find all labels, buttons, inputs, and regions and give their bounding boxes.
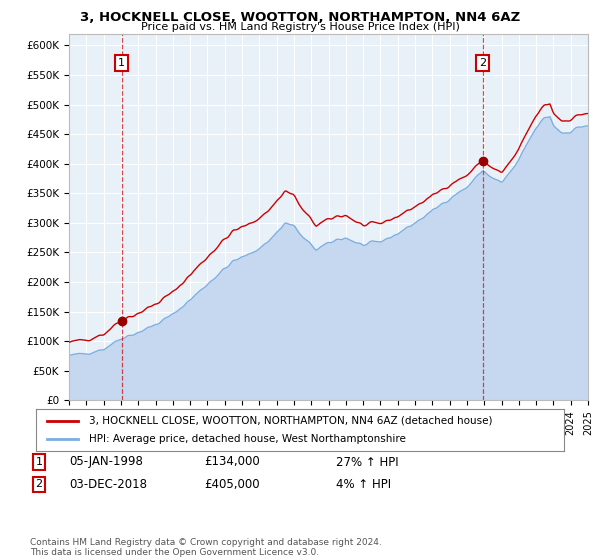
Text: Price paid vs. HM Land Registry's House Price Index (HPI): Price paid vs. HM Land Registry's House …: [140, 22, 460, 32]
Text: HPI: Average price, detached house, West Northamptonshire: HPI: Average price, detached house, West…: [89, 434, 406, 444]
Text: 2: 2: [479, 58, 487, 68]
Text: £405,000: £405,000: [204, 478, 260, 491]
Text: 3, HOCKNELL CLOSE, WOOTTON, NORTHAMPTON, NN4 6AZ: 3, HOCKNELL CLOSE, WOOTTON, NORTHAMPTON,…: [80, 11, 520, 24]
Text: Contains HM Land Registry data © Crown copyright and database right 2024.
This d: Contains HM Land Registry data © Crown c…: [30, 538, 382, 557]
Text: 03-DEC-2018: 03-DEC-2018: [69, 478, 147, 491]
Text: 1: 1: [35, 457, 43, 467]
Text: 2: 2: [35, 479, 43, 489]
Text: 1: 1: [118, 58, 125, 68]
Text: £134,000: £134,000: [204, 455, 260, 469]
Text: 4% ↑ HPI: 4% ↑ HPI: [336, 478, 391, 491]
Text: 3, HOCKNELL CLOSE, WOOTTON, NORTHAMPTON, NN4 6AZ (detached house): 3, HOCKNELL CLOSE, WOOTTON, NORTHAMPTON,…: [89, 416, 493, 426]
Text: 27% ↑ HPI: 27% ↑ HPI: [336, 455, 398, 469]
Text: 05-JAN-1998: 05-JAN-1998: [69, 455, 143, 469]
